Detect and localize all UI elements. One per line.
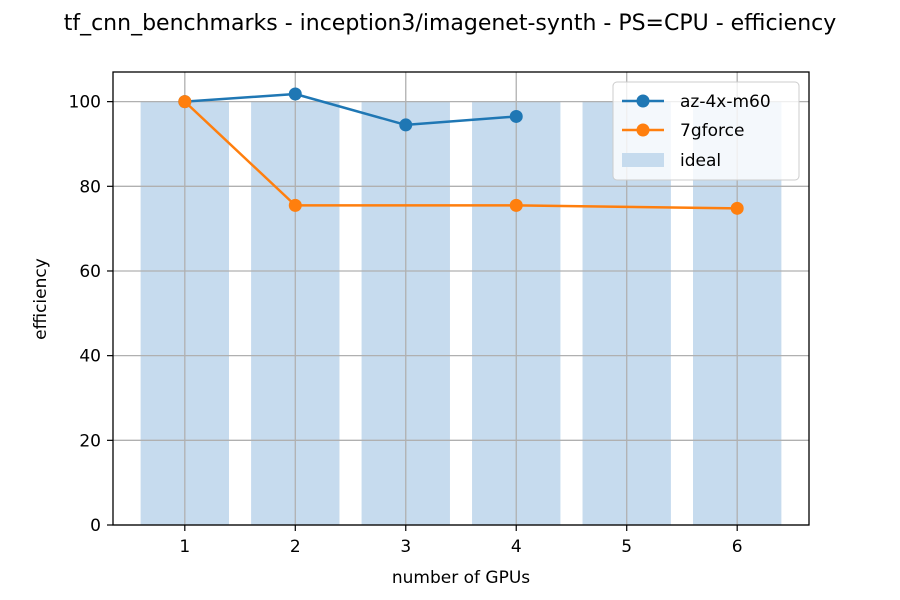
point-az-4x-m60-2	[288, 87, 302, 101]
plot-frame	[112, 71, 810, 526]
legend-label-ideal: ideal	[680, 151, 721, 171]
x-tick-label-6: 6	[732, 537, 743, 557]
y-axis-label: efficiency	[31, 258, 51, 340]
legend-label-7gforce: 7gforce	[680, 121, 744, 141]
series-line-7gforce	[183, 100, 738, 210]
point-7gforce-6	[730, 201, 744, 215]
lines-layer	[178, 87, 744, 215]
legend-swatch-ideal	[622, 153, 664, 167]
point-az-4x-m60-3	[399, 118, 413, 132]
x-tick-label-5: 5	[621, 537, 632, 557]
x-tick-label-3: 3	[400, 537, 411, 557]
series-line-az-4x-m60	[184, 92, 517, 127]
y-tick-label-80: 80	[79, 177, 101, 197]
legend-marker-az-4x-m60	[636, 94, 650, 108]
point-7gforce-2	[288, 198, 302, 212]
point-7gforce-4	[509, 198, 523, 212]
point-7gforce-1	[178, 95, 192, 109]
y-tick-label-40: 40	[79, 347, 101, 367]
y-tick-label-60: 60	[79, 262, 101, 282]
legend-marker-7gforce	[636, 123, 650, 137]
y-tick-label-0: 0	[90, 516, 101, 536]
legend: az-4x-m60 7gforce ideal	[612, 81, 800, 181]
legend-label-az-4x-m60: az-4x-m60	[680, 92, 771, 112]
y-tick-label-100: 100	[69, 93, 101, 113]
x-axis-label: number of GPUs	[392, 568, 530, 588]
x-tick-label-1: 1	[179, 537, 190, 557]
point-az-4x-m60-4	[509, 109, 523, 123]
x-tick-label-2: 2	[290, 537, 301, 557]
chart-title: tf_cnn_benchmarks - inception3/imagenet-…	[64, 11, 837, 36]
x-tick-label-4: 4	[511, 537, 522, 557]
y-tick-label-20: 20	[79, 431, 101, 451]
